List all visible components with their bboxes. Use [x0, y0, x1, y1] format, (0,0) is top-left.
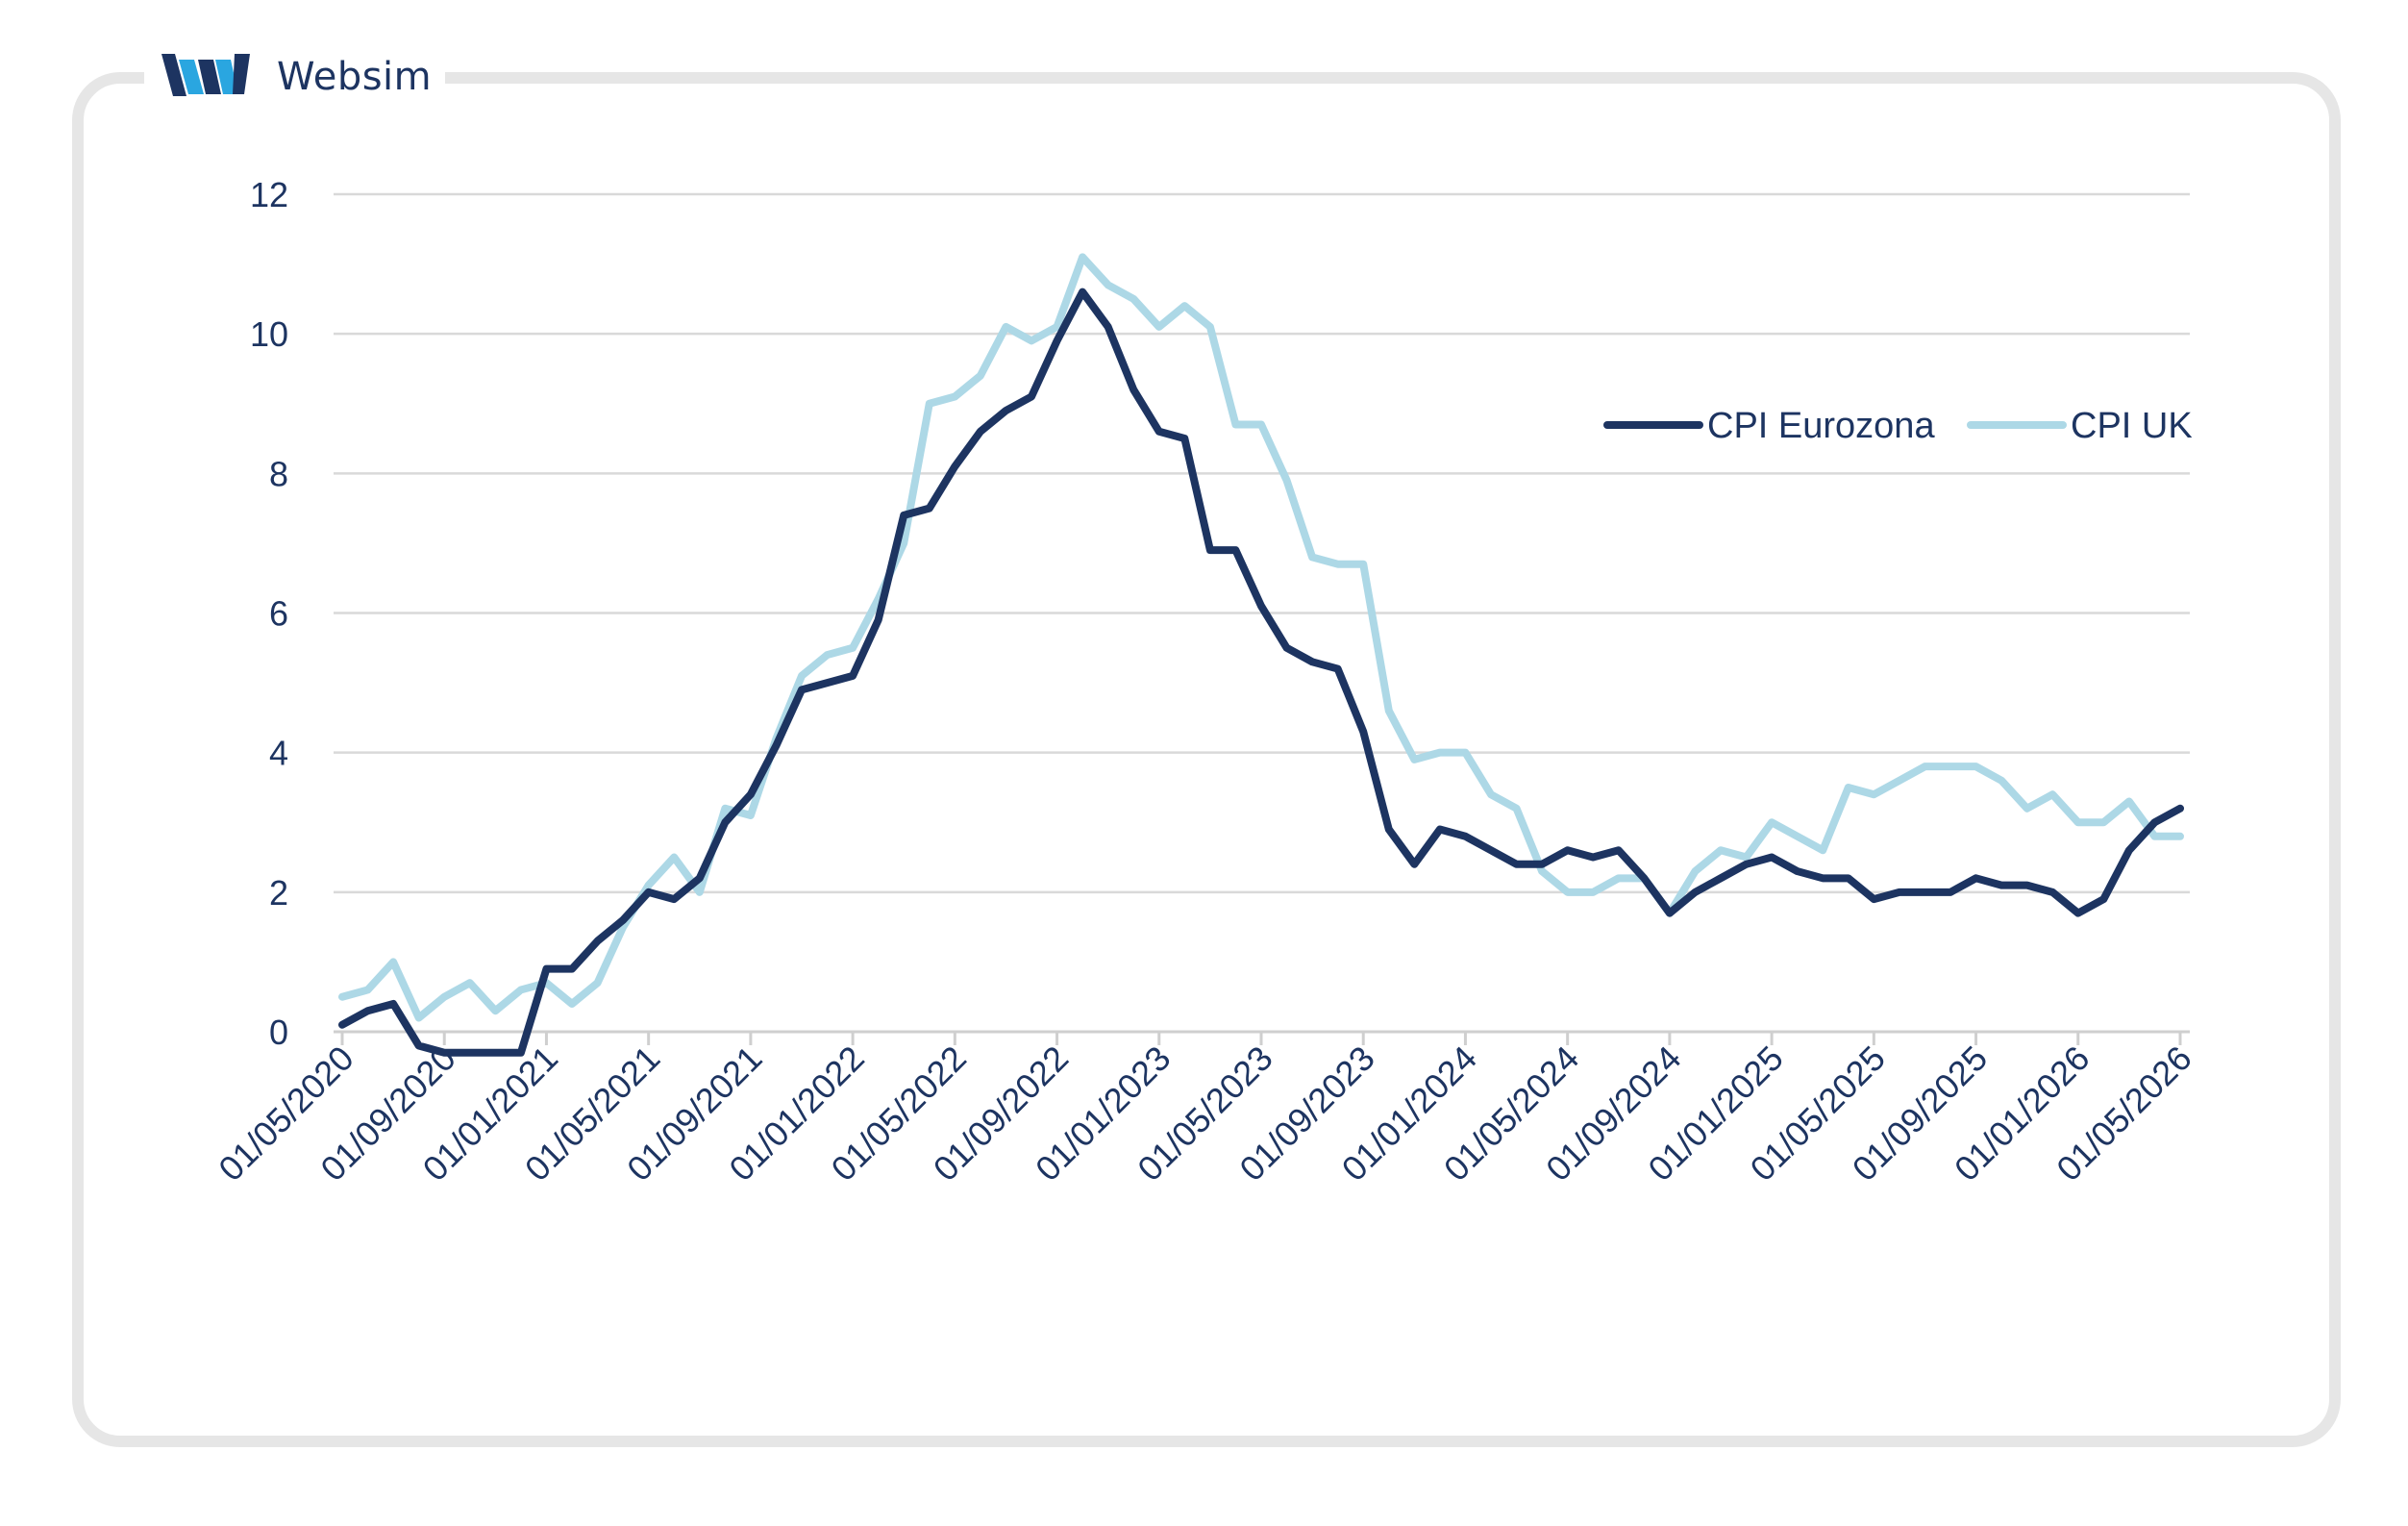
y-tick-label: 12: [250, 175, 288, 214]
chart-frame: [72, 72, 2341, 1447]
series-lines: [338, 253, 2184, 1057]
y-tick-label: 0: [269, 1013, 288, 1052]
websim-logo: Websim: [144, 38, 446, 115]
websim-logo-text: Websim: [277, 55, 433, 99]
y-gridlines: [334, 192, 2190, 894]
y-tick-label: 10: [250, 314, 288, 354]
series-line: [338, 288, 2184, 1057]
y-tick-label: 8: [269, 454, 288, 493]
y-tick-label: 4: [269, 734, 288, 773]
y-tick-label: 6: [269, 594, 288, 634]
series-line: [338, 253, 2184, 1022]
legend: CPI Eurozona CPI UK: [1603, 406, 2193, 446]
legend-label: CPI UK: [2071, 406, 2193, 446]
y-axis-ticks: 0 2 4 6 8 10 12: [250, 175, 288, 1052]
websim-logo-icon: [158, 48, 263, 106]
y-tick-label: 2: [269, 873, 288, 913]
legend-label: CPI Eurozona: [1707, 406, 1935, 446]
